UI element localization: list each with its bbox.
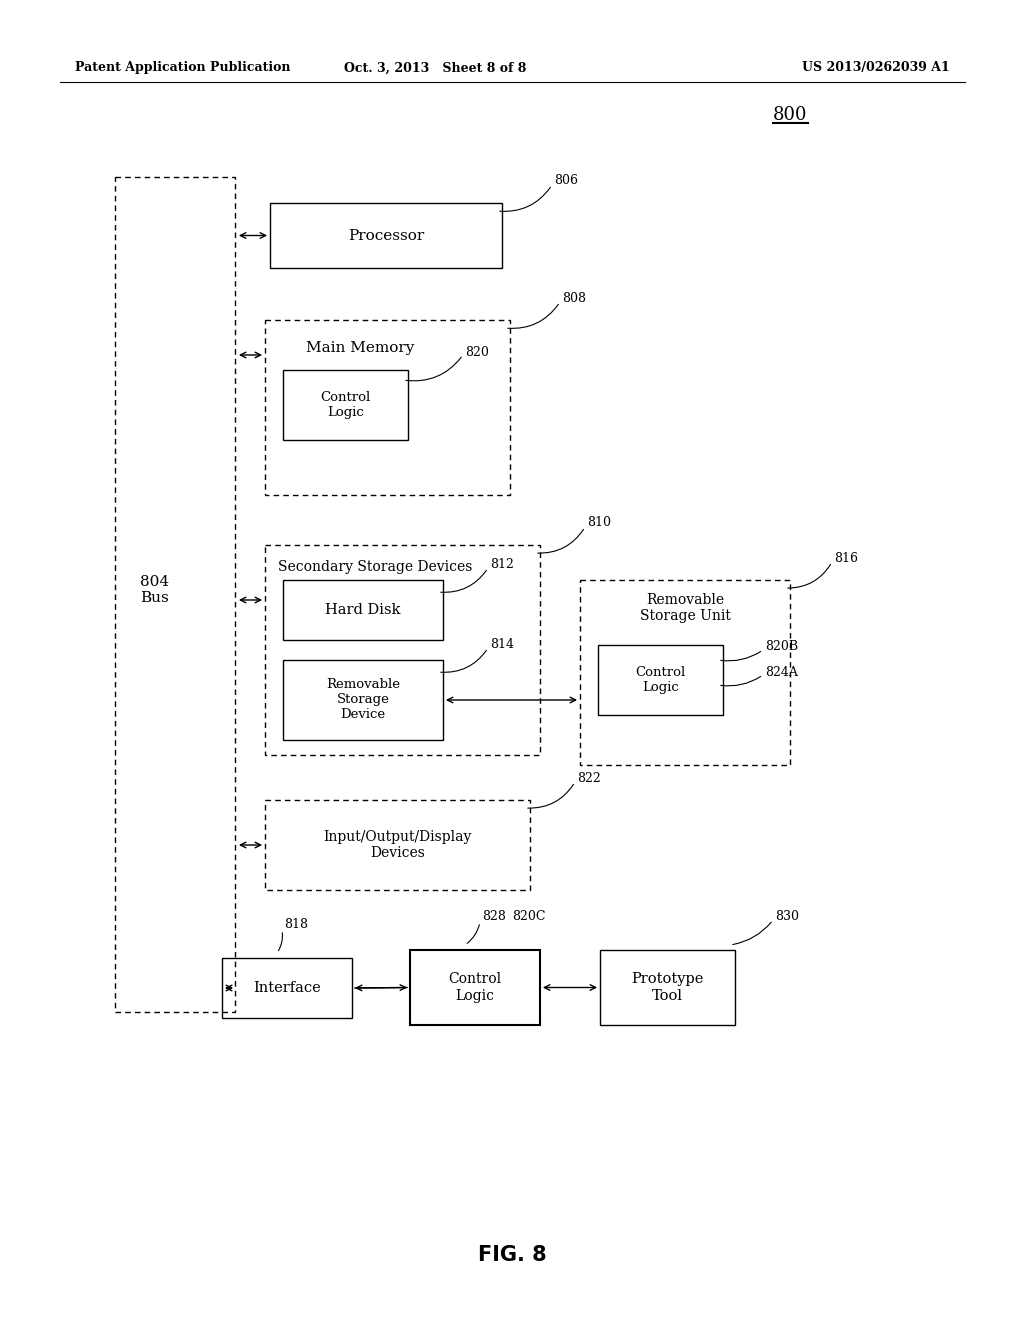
Text: 806: 806 bbox=[554, 174, 578, 187]
Bar bbox=[598, 645, 723, 715]
Bar bbox=[265, 319, 510, 495]
Text: Control
Logic: Control Logic bbox=[321, 391, 371, 418]
Bar bbox=[283, 370, 408, 440]
Bar bbox=[283, 579, 443, 640]
Text: Interface: Interface bbox=[253, 981, 321, 995]
Text: 828: 828 bbox=[482, 911, 506, 924]
Bar bbox=[222, 958, 352, 1018]
Text: Control
Logic: Control Logic bbox=[449, 973, 502, 1003]
Text: 822: 822 bbox=[577, 771, 601, 784]
Bar bbox=[283, 660, 443, 741]
Bar bbox=[580, 579, 790, 766]
Text: 810: 810 bbox=[587, 516, 611, 529]
Text: 804
Bus: 804 Bus bbox=[140, 576, 170, 605]
Bar bbox=[410, 950, 540, 1026]
Bar bbox=[270, 203, 502, 268]
Text: Processor: Processor bbox=[348, 228, 424, 243]
Text: 814: 814 bbox=[490, 639, 514, 652]
Text: Removable
Storage
Device: Removable Storage Device bbox=[326, 678, 400, 722]
Text: 830: 830 bbox=[775, 911, 799, 924]
Text: Control
Logic: Control Logic bbox=[635, 667, 686, 694]
Text: Hard Disk: Hard Disk bbox=[326, 603, 400, 616]
Bar bbox=[600, 950, 735, 1026]
Text: 820: 820 bbox=[465, 346, 488, 359]
Text: 812: 812 bbox=[490, 558, 514, 572]
Bar bbox=[265, 800, 530, 890]
Text: Prototype
Tool: Prototype Tool bbox=[632, 973, 703, 1003]
Text: 818: 818 bbox=[284, 919, 308, 932]
Text: 816: 816 bbox=[834, 552, 858, 565]
Bar bbox=[115, 177, 234, 1012]
Text: FIG. 8: FIG. 8 bbox=[477, 1245, 547, 1265]
Text: Oct. 3, 2013   Sheet 8 of 8: Oct. 3, 2013 Sheet 8 of 8 bbox=[344, 62, 526, 74]
Text: 820B: 820B bbox=[765, 640, 798, 653]
Text: US 2013/0262039 A1: US 2013/0262039 A1 bbox=[802, 62, 950, 74]
Text: Patent Application Publication: Patent Application Publication bbox=[75, 62, 291, 74]
Text: Secondary Storage Devices: Secondary Storage Devices bbox=[278, 560, 472, 574]
Text: 808: 808 bbox=[562, 292, 586, 305]
Text: 820C: 820C bbox=[512, 911, 546, 924]
Text: 824A: 824A bbox=[765, 667, 798, 680]
Text: 800: 800 bbox=[773, 106, 807, 124]
Text: Removable
Storage Unit: Removable Storage Unit bbox=[640, 593, 730, 623]
Text: Input/Output/Display
Devices: Input/Output/Display Devices bbox=[324, 830, 472, 861]
Text: Main Memory: Main Memory bbox=[306, 341, 414, 355]
Bar bbox=[265, 545, 540, 755]
